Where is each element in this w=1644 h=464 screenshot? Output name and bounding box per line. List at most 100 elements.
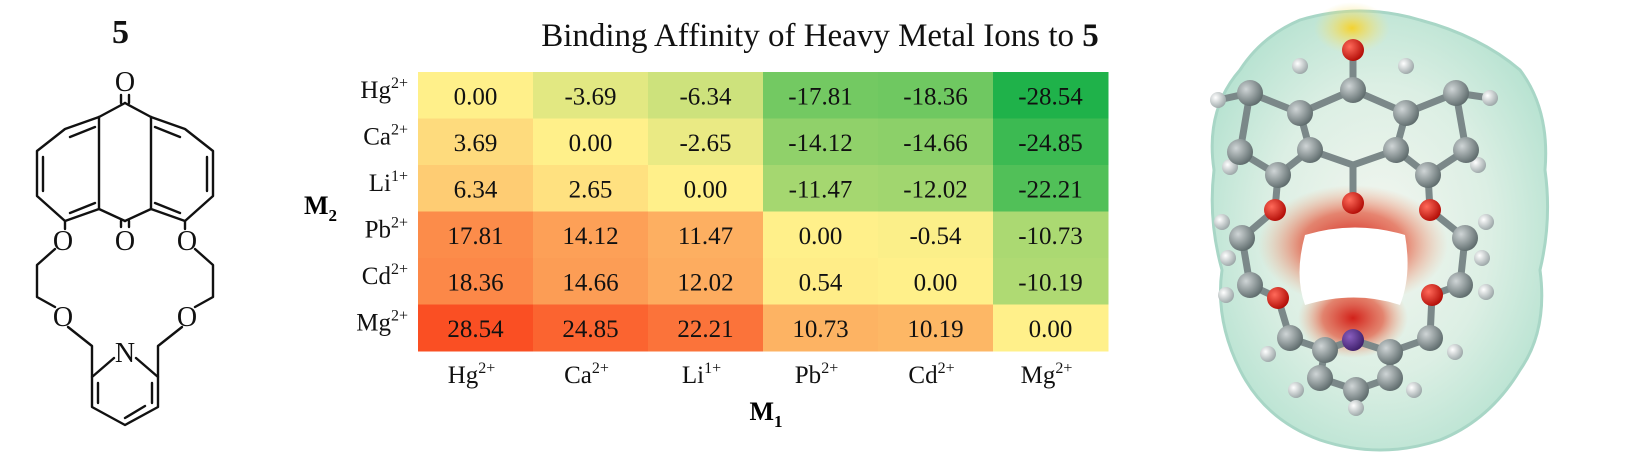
column-label: Li1+ — [682, 360, 721, 389]
carbon-atom — [1383, 137, 1409, 163]
carbon-atom — [1393, 100, 1419, 126]
heatmap-cell — [763, 118, 879, 166]
oxygen-atom — [1421, 284, 1443, 306]
heatmap-value: -11.47 — [789, 176, 853, 203]
carbon-atom — [1340, 77, 1366, 103]
heatmap-value: -10.73 — [1018, 223, 1083, 250]
heatmap-cell — [533, 258, 649, 305]
heatmap-cell — [878, 72, 994, 119]
heatmap-cell — [993, 165, 1109, 212]
heatmap-value: 6.34 — [454, 176, 498, 203]
heatmap-value: 22.21 — [677, 316, 733, 343]
carbon-atom — [1417, 325, 1443, 351]
heatmap-value: -17.81 — [788, 83, 853, 110]
heatmap-value: 0.00 — [454, 83, 498, 110]
heatmap-cell — [533, 118, 649, 166]
carbon-atom — [1312, 337, 1338, 363]
row-label: Hg2+ — [360, 75, 408, 104]
heatmap-cell — [648, 118, 764, 166]
heatmap-cell — [763, 72, 879, 119]
heatmap-cell — [533, 165, 649, 212]
carbon-atom — [1237, 80, 1263, 106]
heatmap-cell — [878, 304, 994, 352]
carbon-atom — [1297, 137, 1323, 163]
column-label: Mg2+ — [1021, 360, 1073, 389]
heatmap-value: -22.21 — [1018, 176, 1083, 203]
heatmap-value: 2.65 — [569, 176, 613, 203]
hydrogen-atom — [1220, 250, 1236, 266]
carbon-atom — [1229, 225, 1255, 251]
hydrogen-atom — [1478, 214, 1494, 230]
column-label: Cd2+ — [908, 360, 954, 389]
oxygen-atom — [1342, 39, 1364, 61]
heatmap-column-labels: Hg2+ Ca2+ Li1+ Pb2+ Cd2+ Mg2+ — [448, 360, 1073, 389]
carbon-atom — [1377, 339, 1403, 365]
heatmap-value: 0.00 — [799, 223, 843, 250]
heatmap-cells — [418, 72, 1109, 352]
carbon-atom — [1227, 139, 1253, 165]
heatmap-cell — [878, 258, 994, 305]
heatmap-value: 0.00 — [914, 269, 958, 296]
hydrogen-atom — [1348, 400, 1364, 416]
heatmap-value: 0.54 — [799, 269, 843, 296]
heatmap-value: 18.36 — [447, 269, 503, 296]
heatmap-cell — [878, 165, 994, 212]
esp-cavity — [1299, 227, 1408, 305]
heatmap-value: -18.36 — [903, 83, 968, 110]
heatmap-value: 0.00 — [684, 176, 728, 203]
molecule-atoms: O O O O O O N — [53, 67, 197, 369]
atom-o-right-upper: O — [177, 226, 197, 257]
chart-title: Binding Affinity of Heavy Metal Ions to … — [400, 18, 1240, 55]
carbon-atom — [1343, 377, 1369, 403]
hydrogen-atom — [1470, 157, 1486, 173]
heatmap-value: 17.81 — [447, 223, 503, 250]
heatmap-cell — [648, 304, 764, 352]
carbon-atom — [1265, 162, 1291, 188]
hydrogen-atom — [1482, 90, 1498, 106]
hydrogen-atom — [1292, 58, 1308, 74]
carbon-atom — [1307, 365, 1333, 391]
heatmap-value: 12.02 — [677, 269, 733, 296]
heatmap-cell — [418, 211, 534, 259]
carbon-atom — [1453, 137, 1479, 163]
heatmap-value: 10.73 — [792, 316, 848, 343]
heatmap-value: -2.65 — [679, 130, 731, 157]
heatmap-cell — [533, 304, 649, 352]
heatmap-value: -24.85 — [1018, 130, 1083, 157]
carbon-atom — [1447, 272, 1473, 298]
heatmap-cell — [648, 72, 764, 119]
heatmap-cell — [533, 211, 649, 259]
esp-atoms — [1210, 39, 1498, 416]
heatmap-cell — [993, 211, 1109, 259]
heatmap-cell — [648, 165, 764, 212]
row-label: Cd2+ — [362, 261, 408, 290]
chart-title-text: Binding Affinity of Heavy Metal Ions to — [541, 18, 1083, 54]
hydrogen-atom — [1218, 287, 1234, 303]
atom-o-right-lower: O — [177, 302, 197, 333]
atom-o-carbonyl-bottom: O — [115, 226, 135, 257]
carbon-atom — [1377, 365, 1403, 391]
heatmap-value: -14.12 — [788, 130, 853, 157]
heatmap-value: 14.12 — [562, 223, 618, 250]
hydrogen-atom — [1210, 92, 1226, 108]
heatmap-cell — [993, 258, 1109, 305]
atom-o-left-lower: O — [53, 302, 73, 333]
hydrogen-atom — [1288, 382, 1304, 398]
hydrogen-atom — [1214, 214, 1230, 230]
heatmap-value: -10.19 — [1018, 269, 1083, 296]
heatmap-cell — [993, 118, 1109, 166]
heatmap-cell — [878, 211, 994, 259]
hydrogen-atom — [1406, 382, 1422, 398]
carbon-atom — [1237, 272, 1263, 298]
carbon-atom — [1277, 325, 1303, 351]
heatmap-cell — [533, 72, 649, 119]
column-label: Pb2+ — [795, 360, 838, 389]
heatmap-cell — [763, 165, 879, 212]
heatmap-cell — [763, 258, 879, 305]
carbon-atom — [1443, 80, 1469, 106]
atom-o-carbonyl-top: O — [115, 67, 135, 98]
carbon-atom — [1415, 162, 1441, 188]
heatmap-value: 24.85 — [562, 316, 618, 343]
heatmap-value: 28.54 — [447, 316, 504, 343]
esp-molecular-model — [1210, 2, 1550, 452]
